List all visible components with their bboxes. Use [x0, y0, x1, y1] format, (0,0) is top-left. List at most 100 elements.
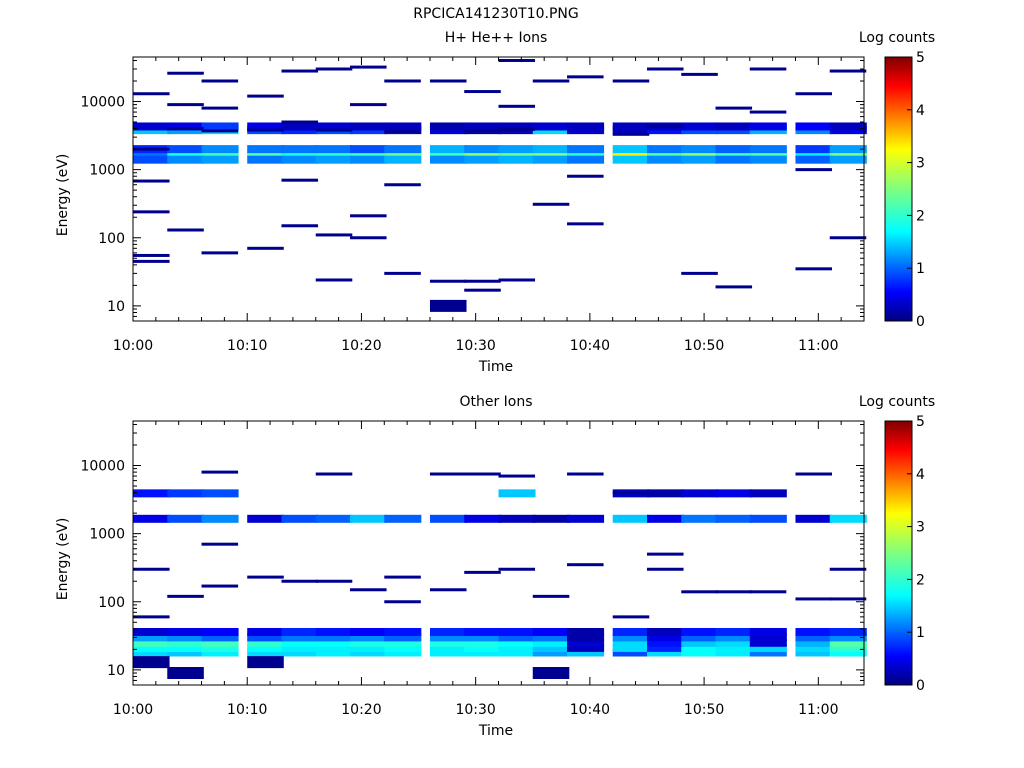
heatmap-cell: [384, 648, 422, 657]
heatmap-cell: [532, 155, 570, 164]
heatmap-cell: [281, 69, 319, 73]
heatmap-cell: [567, 75, 604, 79]
x-tick-label: 10:00: [113, 338, 153, 354]
x-tick-label: 10:20: [341, 702, 381, 718]
heatmap-cell: [281, 638, 319, 647]
heatmap-cell: [350, 236, 387, 240]
heatmap-cell: [315, 638, 353, 647]
heatmap-cell: [315, 472, 353, 476]
y-tick-label: 10: [107, 663, 125, 679]
heatmap-cell: [429, 588, 467, 592]
heatmap-cell: [498, 122, 536, 131]
y-axis-label: Energy (eV): [55, 154, 71, 237]
heatmap-cell: [715, 643, 753, 652]
heatmap-cell: [167, 228, 204, 232]
colorbar: [884, 56, 913, 322]
heatmap-cell: [201, 489, 239, 498]
heatmap-cell: [795, 122, 833, 131]
heatmap-cell: [567, 155, 605, 164]
heatmap-cell: [795, 168, 833, 172]
heatmap-cell: [384, 638, 422, 647]
heatmap-cell: [749, 155, 787, 164]
heatmap-cell: [567, 643, 605, 652]
heatmap-cell: [567, 472, 604, 476]
heatmap-cell: [749, 122, 787, 131]
heatmap-cell: [281, 122, 319, 131]
heatmap-cell: [281, 178, 319, 182]
heatmap-cell: [281, 627, 319, 636]
heatmap-cell: [429, 638, 468, 647]
heatmap-cell: [133, 147, 170, 151]
heatmap-cell: [498, 514, 536, 523]
heatmap-cell: [498, 58, 536, 62]
heatmap-cell: [715, 627, 753, 636]
heatmap-cell: [201, 514, 239, 523]
heatmap-cell: [715, 145, 753, 154]
heatmap-cell: [749, 67, 787, 71]
heatmap-cell: [532, 648, 570, 657]
colorbar-tick-label: 3: [916, 156, 925, 172]
heatmap-cell: [350, 155, 388, 164]
heatmap-cell: [612, 79, 650, 83]
heatmap-cell: [167, 594, 204, 598]
heatmap-cell: [532, 202, 570, 206]
heatmap-cell: [315, 633, 353, 642]
heatmap-cell: [247, 633, 285, 642]
heatmap-cell: [681, 643, 719, 652]
heatmap-cell: [247, 575, 284, 579]
heatmap-cell: [247, 122, 285, 131]
heatmap-cell: [350, 627, 388, 636]
heatmap-cell: [201, 155, 239, 164]
heatmap-cell: [429, 122, 468, 131]
heatmap-cell: [201, 470, 239, 474]
heatmap-cell: [201, 129, 239, 133]
x-tick-label: 10:10: [227, 702, 267, 718]
heatmap-cell: [498, 155, 536, 164]
heatmap-cell: [429, 472, 467, 476]
heatmap-cell: [384, 130, 421, 134]
heatmap-cell: [167, 103, 204, 107]
heatmap-cell: [247, 627, 285, 636]
heatmap-cell: [384, 145, 422, 154]
heatmap-cell: [612, 132, 650, 136]
colorbar-tick-label: 2: [916, 572, 925, 588]
heatmap-cell: [795, 155, 833, 164]
heatmap-cell: [201, 145, 239, 154]
heatmap-cell: [612, 514, 650, 523]
heatmap-cell: [281, 514, 319, 523]
heatmap-cell: [247, 643, 285, 652]
heatmap-cell: [681, 145, 719, 154]
heatmap-cell: [350, 588, 387, 592]
heatmap-cell: [715, 514, 753, 523]
heatmap-cell: [133, 514, 171, 523]
heatmap-cell: [133, 567, 170, 571]
heatmap-cell: [532, 638, 570, 647]
heatmap-cell: [133, 643, 171, 652]
heatmap-cell: [612, 638, 650, 647]
y-tick-label: 10000: [80, 459, 125, 475]
heatmap-cell: [646, 514, 685, 523]
colorbar-tick-label: 3: [916, 520, 925, 536]
heatmap-cell: [384, 514, 422, 523]
colorbar-tick-label: 4: [916, 467, 925, 483]
heatmap-cell: [281, 648, 319, 657]
heatmap-cell: [681, 514, 719, 523]
colorbar-tick-label: 5: [916, 50, 925, 66]
y-tick-label: 10: [107, 299, 125, 315]
heatmap-cell: [532, 633, 570, 642]
heatmap-cell: [464, 279, 501, 283]
heatmap-cell: [429, 299, 467, 312]
y-tick-label: 100: [98, 595, 125, 611]
x-tick-label: 10:50: [684, 338, 724, 354]
colorbar-label: Log counts: [859, 30, 935, 46]
heatmap-cell: [464, 633, 502, 642]
heatmap-cell: [281, 633, 319, 642]
heatmap-cell: [567, 174, 604, 178]
heatmap-cell: [350, 643, 388, 652]
heatmap-cell: [498, 638, 536, 647]
heatmap-cell: [612, 633, 650, 642]
heatmap-cell: [829, 145, 867, 154]
heatmap-cell: [567, 122, 605, 131]
heatmap-cell: [247, 656, 284, 669]
heatmap-cell: [749, 643, 787, 652]
